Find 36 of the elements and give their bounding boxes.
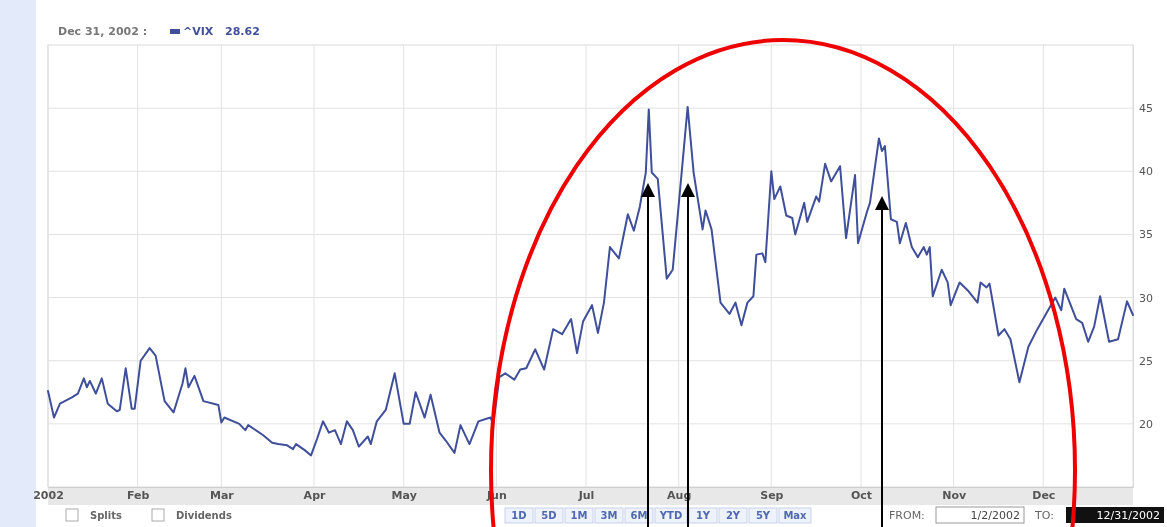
- text: Dividends: [176, 510, 232, 521]
- text: 28.62: [225, 25, 260, 38]
- text: Splits: [90, 510, 122, 521]
- y-tick-label: 30: [1139, 291, 1153, 305]
- x-tick-label: 2002: [33, 488, 64, 502]
- x-tick-label: Mar: [209, 488, 235, 502]
- text: 1Y: [695, 510, 711, 521]
- text: 6M: [630, 510, 648, 521]
- text: 2Y: [725, 510, 741, 521]
- y-tick-label: 20: [1139, 417, 1153, 431]
- y-tick-label: 35: [1139, 228, 1153, 242]
- x-tick-label: Feb: [126, 488, 150, 502]
- x-tick-label: Oct: [850, 488, 873, 502]
- text: 1D: [511, 510, 527, 521]
- x-tick-label: Nov: [942, 488, 967, 502]
- line-series: [47, 105, 1134, 457]
- y-tick-label: 40: [1139, 165, 1153, 179]
- text: YTD: [658, 510, 683, 521]
- text: 3M: [600, 510, 618, 521]
- text: 5D: [541, 510, 557, 521]
- text: Max: [783, 510, 808, 521]
- text: TO:: [1034, 509, 1054, 522]
- x-tick-label: Sep: [760, 488, 784, 502]
- text: 12/31/2002: [1096, 509, 1160, 522]
- text: 1/2/2002: [970, 509, 1020, 522]
- text: Dec 31, 2002 :: [58, 25, 148, 38]
- legend-label: ^VIX: [183, 25, 214, 38]
- x-tick-label: Dec: [1032, 488, 1056, 502]
- text: 1M: [570, 510, 588, 521]
- text: 5Y: [755, 510, 771, 521]
- x-tick-label: Jul: [577, 488, 595, 502]
- y-tick-label: 45: [1139, 102, 1153, 116]
- x-tick-label: May: [391, 488, 417, 502]
- text: FROM:: [889, 509, 925, 522]
- x-tick-label: Apr: [303, 488, 326, 502]
- y-tick-label: 25: [1139, 354, 1153, 368]
